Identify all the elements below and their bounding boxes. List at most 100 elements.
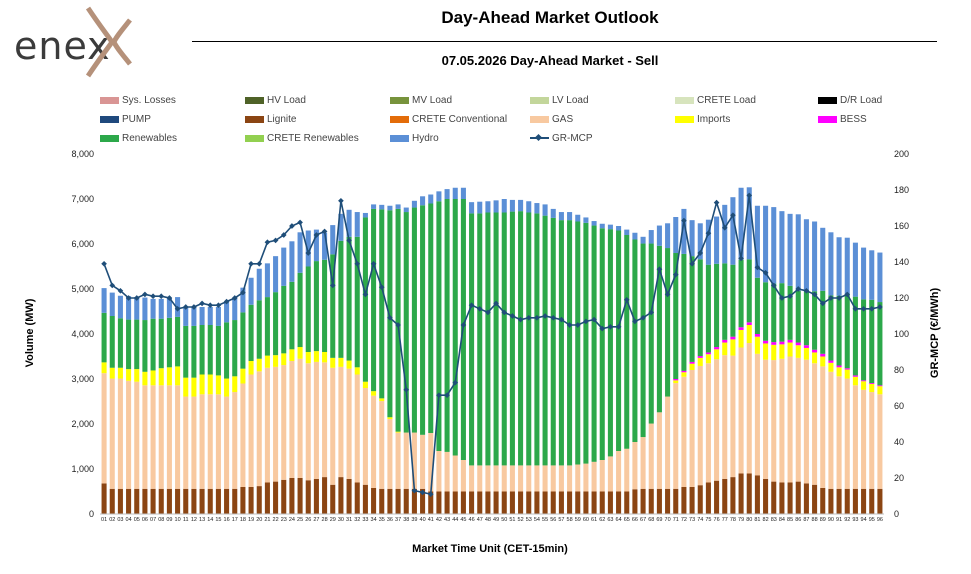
x-tick-label: 47: [477, 517, 483, 523]
bar-renewables: [224, 322, 230, 379]
legend-swatch: [245, 134, 264, 142]
bar-hydro: [689, 220, 695, 257]
y-tick-label: 8,000: [71, 149, 94, 159]
legend-item-d-r-load: D/R Load: [818, 93, 882, 107]
bar-renewables: [542, 215, 548, 466]
bar-renewables: [714, 263, 720, 348]
bar-gas: [616, 451, 622, 492]
bar-gas: [812, 363, 818, 485]
mcp-point: [632, 318, 638, 325]
bar-lignite: [656, 488, 662, 514]
bar-renewables: [281, 285, 287, 354]
bar-hydro: [673, 217, 679, 253]
bar-gas: [763, 359, 769, 479]
bar-renewables: [175, 316, 181, 367]
mcp-point: [150, 293, 156, 300]
bar-hydro: [763, 205, 769, 283]
bar-renewables: [877, 302, 883, 386]
bar-renewables: [485, 212, 491, 466]
bar-gas: [722, 355, 728, 479]
bar-lignite: [240, 487, 246, 514]
bar-hydro: [166, 297, 172, 318]
legend-item-pump: PUMP: [100, 112, 151, 126]
bar-gas: [215, 394, 221, 489]
bar-renewables: [371, 208, 377, 392]
bar-imports: [224, 378, 230, 397]
mcp-point: [313, 232, 320, 238]
bar-lignite: [313, 478, 319, 514]
x-tick-label: 31: [346, 517, 352, 523]
bar-bess: [803, 345, 809, 348]
mcp-point: [264, 239, 271, 246]
bar-hydro: [305, 230, 311, 267]
y2-tick-label: 140: [894, 257, 909, 267]
enex-logo: enex: [14, 4, 134, 80]
bar-gas: [109, 378, 115, 489]
mcp-point: [142, 291, 148, 298]
logo-wordmark: enex: [14, 24, 111, 68]
y2-tick-label: 180: [894, 185, 909, 195]
bar-imports: [379, 398, 385, 402]
bar-lignite: [779, 482, 785, 514]
bar-gas: [485, 465, 491, 492]
bar-lignite: [501, 491, 507, 514]
bar-lignite: [248, 487, 254, 514]
mcp-point: [599, 325, 606, 332]
bar-gas: [665, 396, 671, 489]
bar-renewables: [109, 316, 115, 368]
bar-renewables: [166, 317, 172, 368]
bar-bess: [861, 380, 867, 382]
x-tick-label: 07: [150, 517, 156, 523]
mcp-point: [583, 318, 589, 325]
legend-item-imports: Imports: [675, 112, 730, 126]
mcp-point: [705, 230, 712, 237]
bar-lignite: [754, 475, 760, 514]
bar-gas: [371, 395, 377, 488]
bar-lignite: [395, 488, 401, 514]
bar-imports: [215, 375, 221, 395]
bar-hydro: [101, 288, 107, 313]
bar-renewables: [248, 304, 254, 361]
mcp-point: [501, 309, 508, 316]
x-tick-label: 77: [722, 517, 728, 523]
bar-renewables: [273, 292, 279, 356]
mcp-point: [738, 255, 744, 262]
bar-imports: [240, 368, 246, 384]
bar-bess: [812, 349, 818, 353]
bar-bess: [697, 356, 703, 358]
bar-gas: [607, 456, 613, 492]
page-title: Day-Ahead Market Outlook: [441, 8, 659, 27]
bar-gas: [469, 465, 475, 492]
mcp-point: [762, 269, 769, 276]
bar-lignite: [379, 488, 385, 514]
bar-hydro: [191, 307, 197, 326]
bar-hydro: [844, 237, 850, 294]
bar-hydro: [395, 204, 401, 209]
x-tick-label: 30: [338, 517, 344, 523]
bar-renewables: [673, 253, 679, 379]
bar-imports: [281, 353, 287, 366]
bar-bess: [730, 336, 736, 340]
bar-renewables: [379, 209, 385, 399]
bar-lignite: [599, 491, 605, 514]
bar-renewables: [746, 259, 752, 323]
x-axis: 01 02 03 04 05 06 07 08 09 10 11 12 13 14 15 16 17 18 19 20…: [100, 513, 884, 523]
mcp-point: [623, 296, 630, 303]
mcp-point: [370, 260, 377, 267]
bar-gas: [640, 437, 646, 489]
bar-bess: [795, 342, 801, 346]
bar-imports: [681, 372, 687, 377]
bar-imports: [754, 336, 760, 354]
mcp-point: [509, 313, 516, 319]
bar-renewables: [869, 299, 875, 384]
bar-gas: [836, 376, 842, 489]
bar-bess: [763, 340, 769, 344]
bar-hydro: [812, 221, 818, 292]
y-axis-right: 0 20 40 60 80 100 120 140 160 180 200: [894, 149, 909, 519]
bar-gas: [101, 373, 107, 484]
bar-hydro: [558, 212, 564, 221]
bar-hydro: [526, 201, 532, 213]
bar-renewables: [852, 296, 858, 376]
bar-gas: [191, 396, 197, 489]
mcp-point: [607, 323, 614, 330]
